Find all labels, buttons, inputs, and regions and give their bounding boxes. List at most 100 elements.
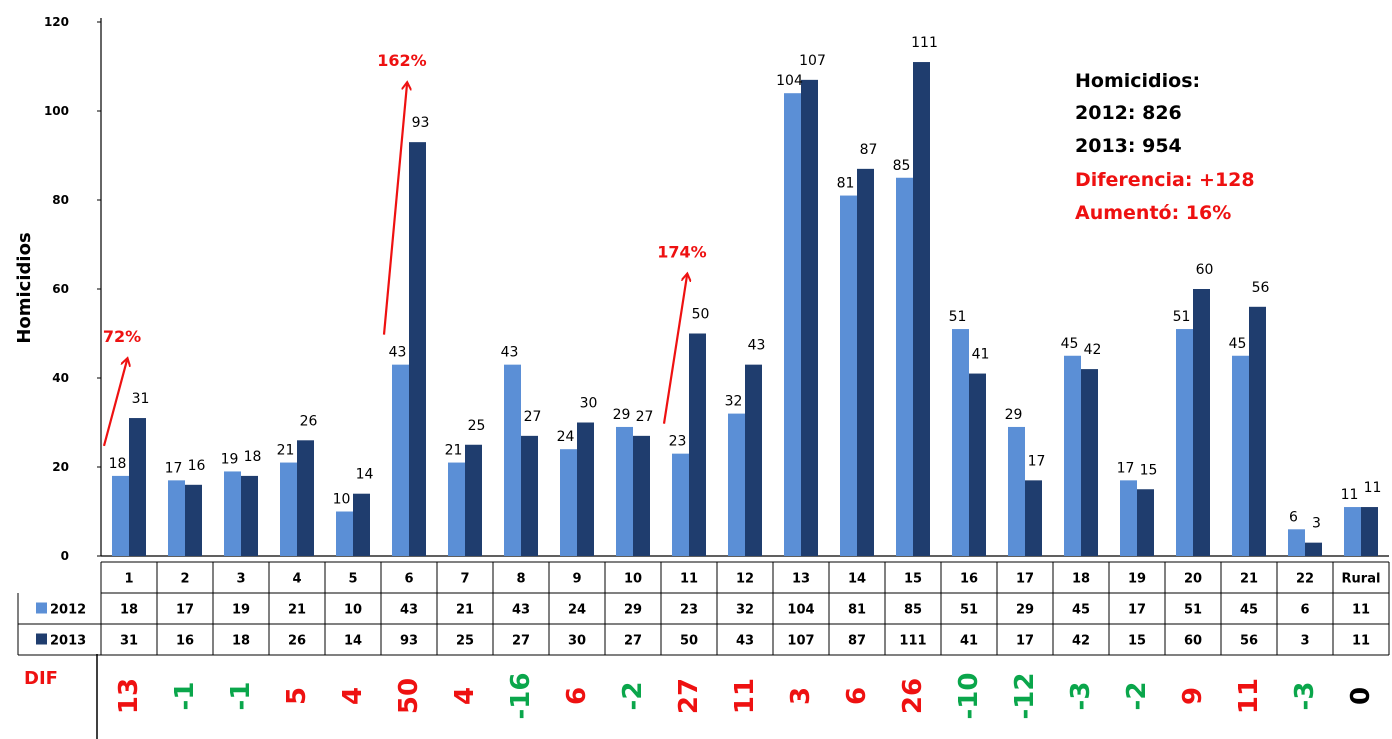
table-cell: 10	[344, 603, 362, 618]
data-label-2012: 29	[1005, 407, 1023, 423]
bar-2013	[185, 484, 202, 556]
dif-value: 4	[450, 687, 480, 705]
y-tick-label: 120	[44, 15, 69, 29]
table-cell: 104	[787, 603, 814, 618]
dif-value: -16	[506, 673, 536, 720]
data-label-2012: 51	[949, 309, 967, 325]
bar-2012	[560, 449, 577, 556]
dif-row: DIF 13 -1 -1 5 4 50 4 -16 6 -2 27 11 3 6 26 -10 -12 -3 -2 9 1…	[24, 654, 1376, 739]
x-tick-label: 13	[792, 572, 810, 587]
bar-2013	[801, 79, 818, 556]
data-label-2013: 16	[188, 458, 206, 474]
bar-2012	[1008, 426, 1025, 556]
data-label-2012: 81	[837, 176, 855, 192]
data-label-2013: 87	[860, 142, 878, 158]
bar-2013	[745, 364, 762, 556]
y-tick-label: 0	[61, 549, 69, 563]
summary-diferencia: Diferencia: +128	[1075, 169, 1255, 191]
table-cell: 17	[176, 603, 194, 618]
x-tick-label: 17	[1016, 572, 1034, 587]
data-label-2013: 60	[1196, 262, 1214, 278]
data-label-2012: 6	[1289, 509, 1298, 525]
summary-2013: 2013: 954	[1075, 135, 1182, 157]
legend-label: 2012	[50, 603, 86, 618]
bar-2012	[896, 177, 913, 556]
data-label-2013: 111	[911, 35, 938, 51]
data-label-2012: 43	[501, 345, 519, 361]
data-labels-group: 18 31 17 16 19 18 21 26 10 14 43 93 21 25 43 27 24 30 29 27…	[109, 35, 1382, 532]
percent-annotation: 162%	[377, 51, 426, 70]
table-cell: 26	[288, 634, 306, 649]
data-label-2012: 23	[669, 434, 687, 450]
data-label-2012: 85	[893, 158, 911, 174]
bar-2013	[1305, 542, 1322, 556]
dif-value: -1	[170, 682, 200, 711]
bar-2012	[392, 364, 409, 556]
x-tick-label: 2	[180, 572, 189, 587]
data-label-2012: 32	[725, 394, 743, 410]
x-tick-label: 3	[236, 572, 245, 587]
table-cell: 14	[344, 634, 362, 649]
bar-2013	[297, 440, 314, 556]
bar-2012	[784, 93, 801, 556]
bar-2013	[857, 168, 874, 556]
table-cell: 24	[568, 603, 586, 618]
table-cell: 32	[736, 603, 754, 618]
table-cell: 81	[848, 603, 866, 618]
bar-2012	[840, 195, 857, 557]
data-label-2012: 43	[389, 345, 407, 361]
table-cell: 11	[1352, 634, 1370, 649]
percent-annotation: 72%	[103, 327, 141, 346]
table-cell: 25	[456, 634, 474, 649]
table-cell: 42	[1072, 634, 1090, 649]
bar-2013	[969, 373, 986, 556]
y-axis-title: Homicidios	[14, 232, 35, 343]
bar-2012	[1064, 355, 1081, 556]
x-tick-label: 5	[348, 572, 357, 587]
bar-2012	[728, 413, 745, 556]
bar-2012	[616, 426, 633, 556]
table-cell: 56	[1240, 634, 1258, 649]
bar-2013	[409, 142, 426, 556]
summary-box: Homicidios: 2012: 826 2013: 954 Diferenc…	[1075, 70, 1255, 224]
data-label-2013: 14	[356, 467, 374, 483]
table-cell: 17	[1128, 603, 1146, 618]
x-tick-label: 9	[572, 572, 581, 587]
dif-value: 27	[674, 678, 704, 714]
data-label-2013: 18	[244, 449, 262, 465]
bar-2013	[1137, 489, 1154, 556]
x-tick-label: 19	[1128, 572, 1146, 587]
table-cell: 16	[176, 634, 194, 649]
bar-2013	[689, 333, 706, 556]
summary-2012: 2012: 826	[1075, 102, 1182, 124]
dif-value: 5	[282, 687, 312, 705]
table-cell: 19	[232, 603, 250, 618]
bar-2013	[577, 422, 594, 556]
bar-2013	[1361, 507, 1378, 556]
x-tick-label: 10	[624, 572, 642, 587]
data-label-2012: 24	[557, 429, 575, 445]
data-label-2012: 11	[1341, 487, 1359, 503]
bar-2013	[241, 475, 258, 556]
data-label-2012: 10	[333, 492, 351, 508]
dif-value: 9	[1178, 687, 1208, 705]
bar-2013	[353, 493, 370, 556]
bar-2013	[1249, 306, 1266, 556]
table-cell: 18	[232, 634, 250, 649]
data-label-2012: 17	[1117, 460, 1135, 476]
table-cell: 21	[456, 603, 474, 618]
y-tick-label: 60	[52, 282, 69, 296]
x-tick-label: 22	[1296, 572, 1314, 587]
data-label-2013: 27	[636, 409, 654, 425]
bar-2013	[1081, 369, 1098, 556]
table-cell: 31	[120, 634, 138, 649]
table-cell: 111	[899, 634, 926, 649]
dif-value: 11	[1234, 678, 1264, 714]
data-label-2013: 25	[468, 418, 486, 434]
y-tick-label: 20	[52, 460, 69, 474]
table-cell: 85	[904, 603, 922, 618]
dif-value: 13	[114, 678, 144, 714]
dif-value: -1	[226, 682, 256, 711]
table-cell: 30	[568, 634, 586, 649]
x-tick-label: 14	[848, 572, 866, 587]
